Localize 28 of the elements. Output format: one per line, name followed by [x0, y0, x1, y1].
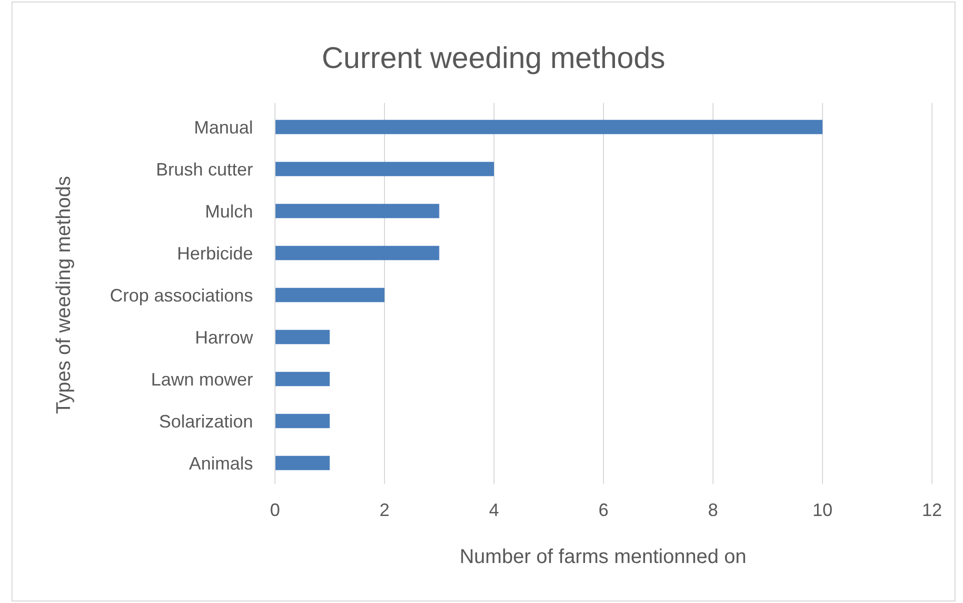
- y-tick-label: Harrow: [194, 327, 254, 348]
- y-tick-label: Solarization: [158, 411, 253, 432]
- y-tick-label: Lawn mower: [150, 369, 253, 390]
- x-tick-label: 4: [488, 500, 500, 520]
- y-tick-label: Brush cutter: [156, 159, 253, 180]
- y-axis-title: Types of weeding methods: [53, 176, 75, 414]
- x-tick-label: 2: [379, 500, 390, 520]
- x-axis-title: Number of farms mentionned on: [460, 546, 746, 568]
- y-tick-label: Animals: [188, 453, 253, 474]
- bar: [275, 414, 330, 428]
- bar: [275, 246, 440, 260]
- bar: [275, 330, 330, 344]
- bar: [275, 372, 330, 386]
- x-tick-label: 12: [922, 500, 942, 520]
- y-tick-label: Mulch: [204, 201, 253, 222]
- x-tick-label: 8: [708, 500, 718, 520]
- chart-title: Current weeding methods: [322, 42, 666, 75]
- bar: [275, 162, 494, 176]
- bar: [275, 456, 330, 470]
- x-tick-label: 6: [598, 500, 609, 520]
- y-tick-label: Herbicide: [176, 243, 253, 264]
- x-tick-label: 0: [270, 500, 280, 520]
- y-tick-label: Crop associations: [110, 285, 253, 306]
- bar: [275, 288, 384, 302]
- x-tick-label: 10: [812, 500, 833, 520]
- y-tick-label: Manual: [194, 117, 253, 138]
- bar: [275, 120, 822, 134]
- bar: [275, 204, 440, 218]
